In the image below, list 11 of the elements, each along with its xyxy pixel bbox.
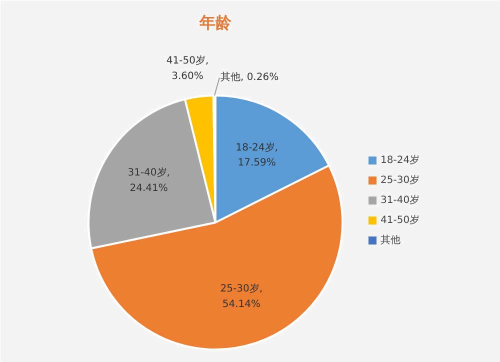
legend-label: 25-30岁 [380, 174, 420, 186]
legend-label: 31-40岁 [380, 194, 420, 206]
data-label: 18-24岁, 17.59% [236, 141, 278, 169]
legend-label: 41-50岁 [380, 214, 420, 226]
data-label: 其他, 0.26% [220, 71, 279, 84]
data-label: 25-30岁, 54.14% [220, 282, 263, 310]
legend-label: 其他 [380, 234, 400, 246]
legend-label: 18-24岁 [380, 154, 420, 166]
data-label: 41-50岁, 3.60% [166, 54, 209, 82]
data-label: 31-40岁, 24.41% [128, 166, 170, 194]
chart-title: 年龄 [198, 13, 232, 32]
